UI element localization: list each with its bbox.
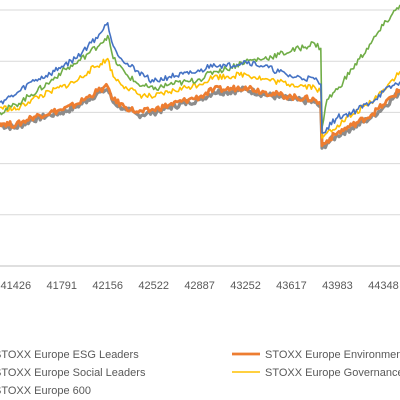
series-line-governance (0, 57, 400, 139)
x-tick-label: 42887 (184, 280, 215, 292)
series-line-esg (0, 22, 400, 134)
legend-label-social: STOXX Europe Social Leaders (0, 367, 146, 379)
x-tick-label: 44348 (368, 280, 399, 292)
x-tick-label: 43983 (322, 280, 353, 292)
series-line-social (0, 4, 400, 129)
legend-label-stoxx600: STOXX Europe 600 (0, 385, 91, 397)
series-line-environment (0, 82, 400, 148)
legend-label-esg: STOXX Europe ESG Leaders (0, 349, 139, 361)
series-lines (0, 4, 400, 150)
x-tick-label: 42156 (92, 280, 123, 292)
x-tick-label: 43252 (230, 280, 261, 292)
x-tick-label: 41791 (46, 280, 77, 292)
x-tick-label: 42522 (138, 280, 169, 292)
legend-label-environment: STOXX Europe Environment (265, 349, 400, 361)
x-tick-label: 41426 (1, 280, 32, 292)
x-tick-labels: 41426 41791 42156 42522 42887 43252 43617 43983… (1, 280, 399, 292)
legend: STOXX Europe ESG Leaders STOXX Europe Env… (0, 349, 400, 397)
legend-label-governance: STOXX Europe Governance (265, 367, 400, 379)
x-tick-label: 43617 (276, 280, 307, 292)
